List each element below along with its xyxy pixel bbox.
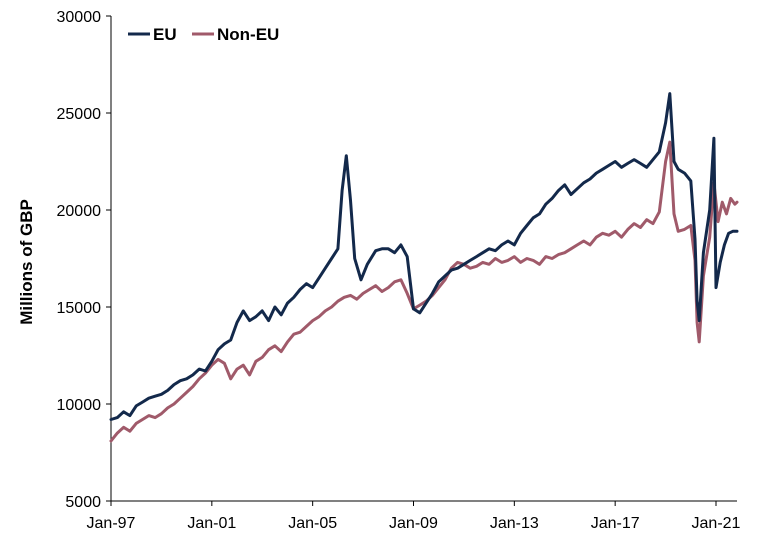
x-axis-ticks: Jan-97 Jan-01 Jan-05 Jan-09 Jan-13 Jan-17 Jan-… — [87, 501, 741, 532]
y-tick-label: 25000 — [57, 106, 102, 123]
x-tick-label: Jan-09 — [389, 515, 438, 532]
x-tick-label: Jan-13 — [490, 515, 539, 532]
y-tick-label: 20000 — [57, 203, 102, 220]
y-axis-title: Millions of GBP — [17, 199, 36, 325]
plot-area — [109, 16, 739, 502]
y-tick-label: 15000 — [57, 300, 102, 317]
x-tick-label: Jan-21 — [692, 515, 741, 532]
legend: EU Non-EU — [128, 25, 279, 44]
series-line-non-eu — [109, 140, 739, 443]
x-tick-label: Jan-97 — [87, 515, 136, 532]
series-line-eu — [109, 92, 739, 421]
y-tick-label: 30000 — [57, 9, 102, 26]
x-tick-label: Jan-05 — [288, 515, 337, 532]
x-tick-label: Jan-17 — [591, 515, 640, 532]
y-tick-label: 5000 — [65, 494, 101, 511]
legend-label-eu: EU — [153, 25, 177, 44]
x-tick-label: Jan-01 — [187, 515, 236, 532]
legend-label-non-eu: Non-EU — [217, 25, 279, 44]
y-tick-label: 10000 — [57, 397, 102, 414]
y-axis-ticks: 5000 10000 15000 20000 25000 30000 — [57, 9, 111, 511]
